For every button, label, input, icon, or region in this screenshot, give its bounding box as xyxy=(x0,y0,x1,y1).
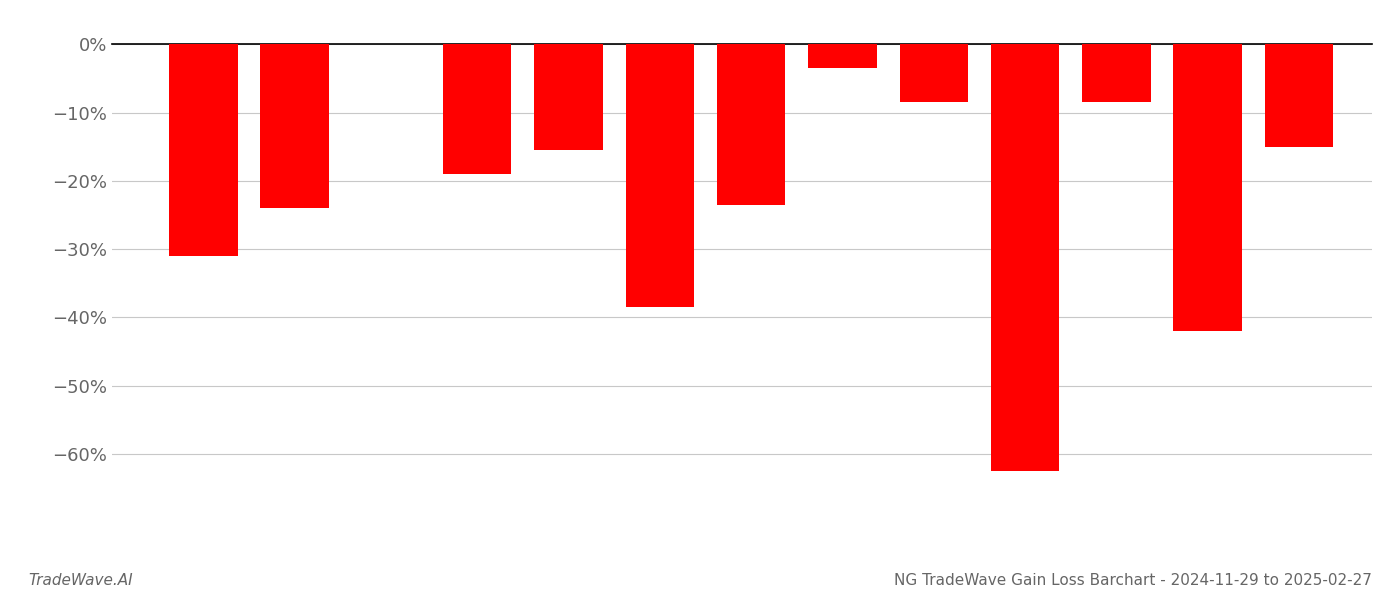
Bar xyxy=(626,44,694,307)
Bar xyxy=(1264,44,1333,147)
Bar xyxy=(169,44,238,256)
Bar xyxy=(899,44,967,103)
Bar xyxy=(717,44,785,205)
Bar xyxy=(1173,44,1242,331)
Bar xyxy=(991,44,1060,471)
Bar xyxy=(535,44,603,150)
Bar xyxy=(442,44,511,174)
Text: TradeWave.AI: TradeWave.AI xyxy=(28,573,133,588)
Bar xyxy=(808,44,876,68)
Text: NG TradeWave Gain Loss Barchart - 2024-11-29 to 2025-02-27: NG TradeWave Gain Loss Barchart - 2024-1… xyxy=(895,573,1372,588)
Bar xyxy=(260,44,329,208)
Bar xyxy=(1082,44,1151,103)
